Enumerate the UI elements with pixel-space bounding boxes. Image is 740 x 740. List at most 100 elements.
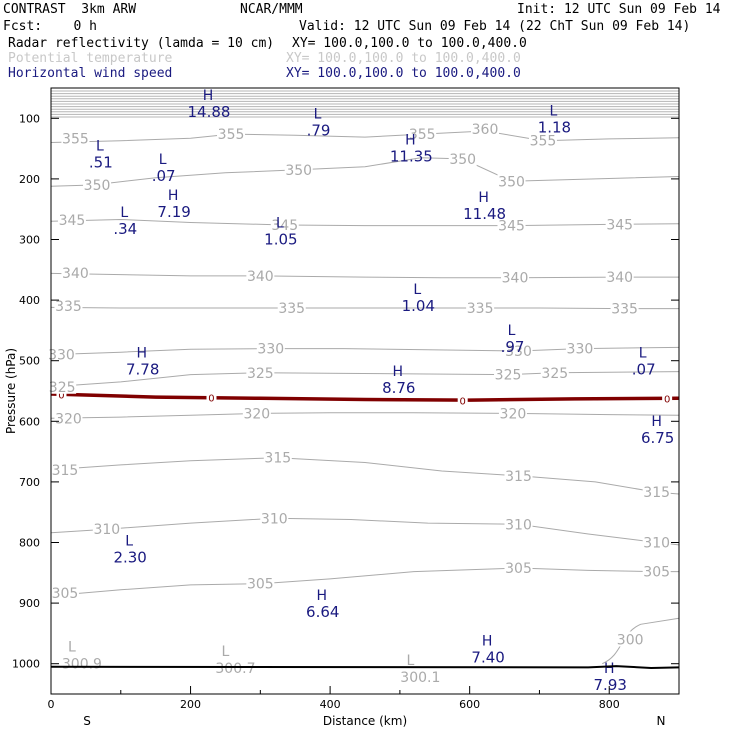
wind-extremum-value: 1.18 (538, 118, 571, 136)
ground-line (50, 665, 680, 669)
theta-label-bg (528, 132, 557, 148)
wind-extremum-value: 14.88 (188, 103, 231, 121)
theta-label: 305 (505, 561, 532, 577)
theta-label-bg (408, 126, 437, 142)
header-center: NCAR/MMM (240, 2, 303, 17)
theta-label-bg (466, 299, 495, 315)
wind-extremum-value: 11.35 (390, 147, 433, 165)
wind-extremum-mark: L (159, 152, 167, 168)
wind-extremum-mark: H (316, 588, 327, 604)
theta-extremum-mark: L (406, 653, 414, 669)
theta-label-bg (498, 405, 527, 421)
wind-extremum-mark: L (125, 534, 133, 550)
x-tick-label: 200 (180, 698, 201, 711)
isentrope-305 (50, 567, 679, 597)
theta-label: 350 (285, 163, 312, 179)
field-theta-xy: XY= 100.0,100.0 to 100.0,400.0 (286, 51, 521, 66)
wind-extremum-value: 7.40 (471, 649, 504, 667)
isentrope-330 (50, 346, 680, 356)
theta-label: 330 (48, 348, 75, 364)
theta-label: 345 (606, 217, 633, 233)
theta-label-bg (256, 340, 285, 356)
theta-label: 315 (264, 451, 291, 467)
x-tick-label: 600 (459, 698, 480, 711)
wind-extremum-value: 8.76 (382, 379, 415, 397)
theta-label: 340 (62, 266, 89, 282)
header-model: CONTRAST 3km ARW (3, 2, 137, 17)
freezing-label: 0 (58, 391, 64, 402)
theta-label: 320 (243, 406, 270, 422)
isentrope-355 (50, 130, 680, 143)
wind-extremum-value: 7.78 (126, 361, 159, 379)
theta-label: 350 (84, 178, 111, 194)
wind-extremum-value: .34 (113, 220, 137, 238)
theta-label-bg (610, 300, 639, 316)
theta-label: 330 (505, 344, 532, 360)
wind-extremum-value: .51 (89, 153, 113, 171)
theta-label: 350 (498, 174, 525, 190)
y-tick-label: 900 (19, 597, 40, 610)
isentrope-345 (50, 218, 680, 227)
field-theta: Potential temperature (8, 51, 173, 66)
y-tick-label: 700 (19, 476, 40, 489)
wind-extremum-mark: H (203, 88, 214, 104)
theta-label-bg (57, 212, 86, 228)
theta-label-bg (284, 161, 313, 177)
theta-label: 355 (409, 127, 436, 143)
wind-extremum-value: .97 (501, 338, 525, 356)
theta-label-bg (642, 534, 671, 550)
theta-label-bg (263, 449, 292, 465)
theta-label-bg (642, 484, 671, 500)
wind-extremum-value: 6.75 (641, 429, 674, 447)
wind-extremum-mark: L (508, 323, 516, 339)
theta-label: 340 (502, 271, 529, 287)
wind-extremum-value: 11.48 (463, 205, 506, 223)
theta-label-bg (504, 516, 533, 532)
theta-label-bg (217, 126, 246, 142)
header-fcst: Fcst: 0 h (3, 19, 97, 34)
wind-extremum-mark: L (276, 215, 284, 231)
theta-label-bg (61, 130, 90, 146)
theta-label-bg (54, 410, 83, 426)
theta-label-bg (504, 343, 533, 359)
theta-label-bg (494, 366, 523, 382)
theta-label: 315 (505, 469, 532, 485)
theta-label: 315 (643, 485, 670, 501)
theta-extremum-value: 300.7 (215, 661, 255, 677)
end-label-north: N (657, 714, 666, 728)
theta-label-bg (246, 364, 275, 380)
theta-label-bg (497, 217, 526, 233)
theta-label: 315 (52, 463, 79, 479)
theta-label-bg (501, 269, 530, 285)
contour-labels: 355 355 355 360 355 350 350 350 350 345 345 345 345 3… (47, 88, 674, 694)
isentrope-340 (50, 272, 679, 279)
theta-label: 330 (257, 342, 284, 358)
theta-label: 345 (59, 213, 86, 229)
wind-extremum-mark: L (549, 103, 557, 119)
theta-label: 340 (606, 270, 633, 286)
wind-extremum-mark: L (96, 138, 104, 154)
x-tick-label: 800 (599, 698, 620, 711)
theta-label-bg (50, 584, 79, 600)
axes: 100 200 300 400 500 600 700 800 900 1000 0 200 400 60… (4, 87, 680, 728)
theta-label: 305 (643, 565, 670, 581)
isentrope-350 (50, 157, 680, 187)
wind-extremum-value: 7.19 (157, 203, 190, 221)
isentrope-310 (50, 517, 680, 546)
wind-extremum-mark: H (136, 346, 147, 362)
x-tick-label: 0 (48, 698, 55, 711)
theta-label-bg (471, 121, 500, 137)
y-axis-label: Pressure (hPa) (4, 348, 18, 434)
theta-label: 330 (567, 342, 594, 358)
y-tick-label: 300 (19, 234, 40, 247)
theta-label: 310 (261, 511, 288, 527)
theta-label: 350 (449, 152, 476, 168)
isentrope-325 (50, 371, 680, 388)
freezing-label-bg (662, 392, 673, 405)
freezing-label: 0 (664, 394, 670, 405)
theta-label-bg (270, 216, 299, 232)
y-tick-label: 500 (19, 355, 40, 368)
theta-label: 345 (498, 219, 525, 235)
y-tick-label: 600 (19, 415, 40, 428)
theta-label: 335 (611, 302, 638, 318)
